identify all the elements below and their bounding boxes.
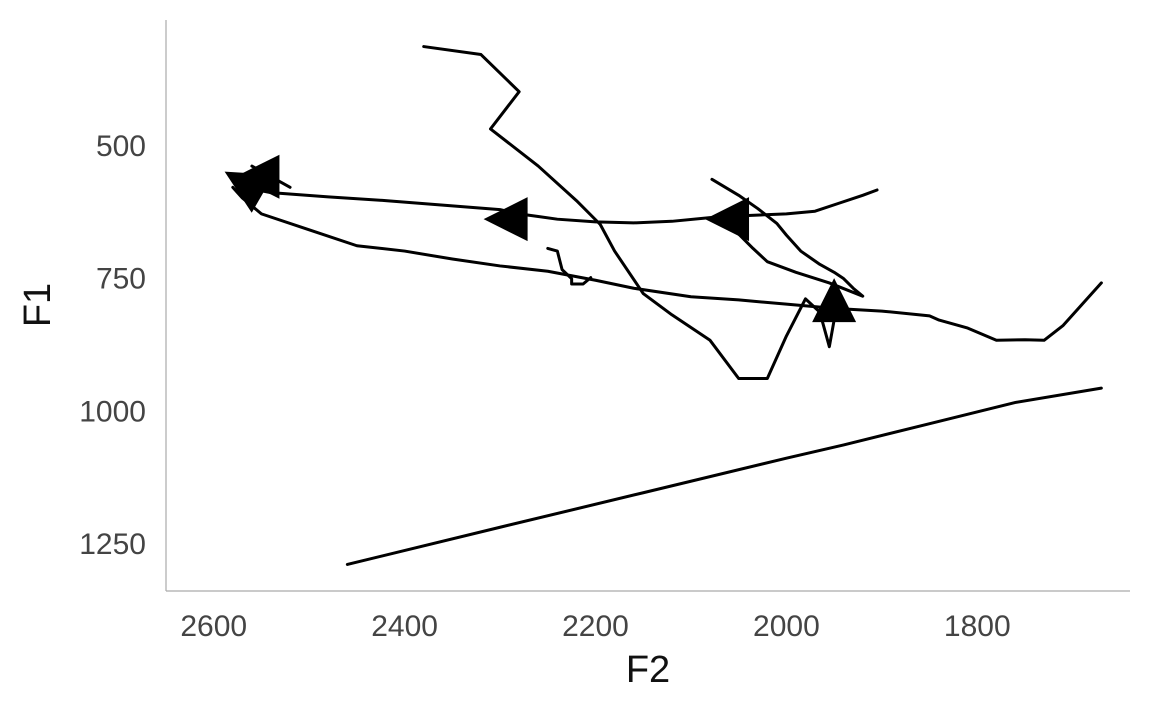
y-tick-label: 1250 <box>79 528 146 561</box>
trajectory-line <box>710 177 865 298</box>
direction-arrow-marker <box>705 197 750 242</box>
y-tick-label: 750 <box>96 263 146 296</box>
y-tick-labels: 500 750 1000 1250 <box>79 130 146 561</box>
y-tick-label: 1000 <box>79 395 146 428</box>
x-tick-label: 2200 <box>562 610 629 643</box>
x-axis-title: F2 <box>626 649 670 691</box>
x-tick-label: 2400 <box>371 610 438 643</box>
direction-arrows <box>224 154 857 323</box>
x-tick-label: 1800 <box>944 610 1011 643</box>
axes <box>165 20 1130 592</box>
x-tick-labels: 2600 2400 2200 2000 1800 <box>180 610 1010 643</box>
x-tick-label: 2600 <box>180 610 247 643</box>
trajectory-line <box>250 187 879 225</box>
trajectory-line <box>345 386 1103 566</box>
direction-arrow-marker <box>812 278 857 323</box>
direction-arrow-marker <box>235 154 280 199</box>
y-tick-label: 500 <box>96 130 146 163</box>
direction-arrow-marker <box>483 197 528 242</box>
trajectory-line <box>231 185 1103 342</box>
trajectory-line <box>422 45 836 381</box>
y-axis-title: F1 <box>17 283 59 327</box>
x-tick-label: 2000 <box>753 610 820 643</box>
trajectory-line <box>546 246 593 286</box>
trajectory-lines <box>231 45 1103 566</box>
